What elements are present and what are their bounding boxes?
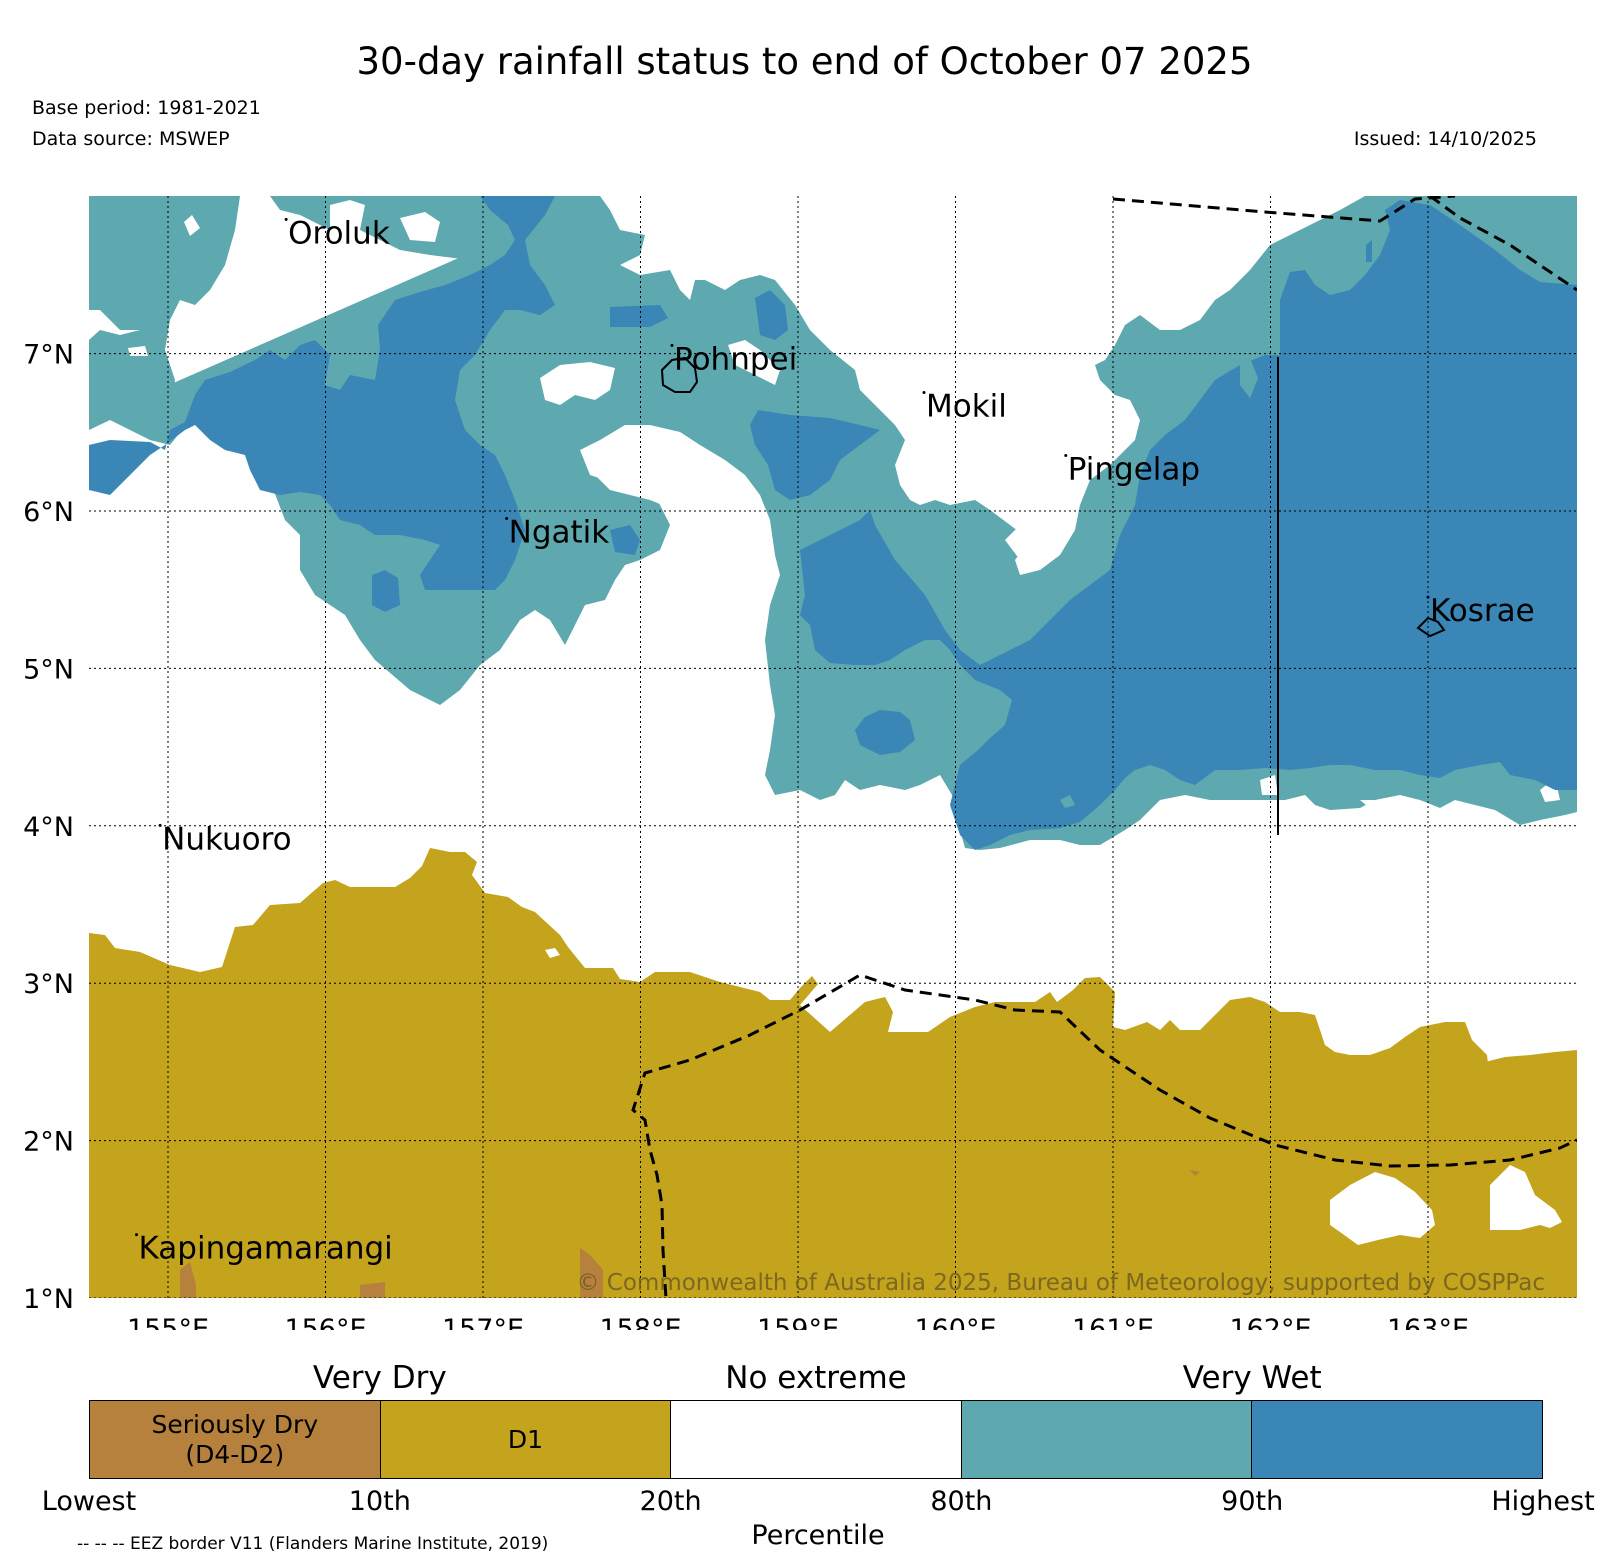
highest-wet-region (610, 305, 668, 327)
island-marker (922, 391, 926, 395)
very-wet-region (89, 330, 175, 440)
lon-tick-label: 156°E (284, 1314, 366, 1330)
island-label: Mokil (926, 389, 1007, 425)
island-label: Kapingamarangi (139, 1231, 393, 1267)
no-extreme-patch (330, 200, 365, 238)
legend-swatch (1252, 1401, 1542, 1478)
lon-tick-label: 160°E (914, 1314, 996, 1330)
lon-tick-label: 155°E (127, 1314, 209, 1330)
island-marker (505, 516, 509, 520)
no-extreme-patch (545, 948, 560, 958)
lat-tick-label: 4°N (23, 812, 74, 843)
no-extreme-patch (1005, 500, 1060, 560)
d1-dry-region (89, 848, 1577, 1298)
very-wet-region (1060, 795, 1075, 808)
lon-tick-label: 157°E (442, 1314, 524, 1330)
map-title: 30-day rainfall status to end of October… (356, 40, 1253, 83)
rainfall-map: Oroluk Pohnpei Mokil Pingelap Ngatik Kosrae Nu… (23, 196, 1577, 1330)
no-extreme-patch (1330, 1172, 1435, 1245)
lat-tick-label: 3°N (23, 969, 74, 1000)
no-extreme-patch (1260, 775, 1278, 795)
island-label: Oroluk (288, 215, 390, 251)
map-grid (89, 196, 1577, 1298)
eez-border-note: -- -- -- EEZ border V11 (Flanders Marine… (77, 1534, 549, 1554)
issued-date: Issued: 14/10/2025 (1353, 128, 1537, 150)
highest-wet-region (610, 525, 640, 555)
no-extreme-patch (184, 215, 200, 236)
legend-percentile-label: Highest (1491, 1486, 1595, 1517)
lon-tick-label: 162°E (1229, 1314, 1311, 1330)
highest-wet-region (800, 200, 1577, 850)
percentile-axis-title: Percentile (751, 1520, 885, 1551)
seriously-dry-patch (580, 1248, 603, 1298)
map-plot-area: Oroluk Pohnpei Mokil Pingelap Ngatik Kosrae Nu… (89, 196, 1577, 1298)
highest-wet-region (755, 290, 788, 340)
highest-wet-region (855, 710, 915, 755)
data-source: Data source: MSWEP (32, 128, 230, 150)
lon-tick-label: 163°E (1387, 1314, 1469, 1330)
legend-swatch (961, 1401, 1253, 1478)
very-wet-region (1240, 358, 1258, 398)
kosrae-outline (1416, 616, 1446, 638)
highest-wet-region (89, 196, 555, 590)
legend-color-bar: Seriously Dry (D4-D2) D1 (89, 1400, 1543, 1479)
lat-tick-label: 2°N (23, 1127, 74, 1158)
island-marker (135, 1233, 138, 1237)
base-period: Base period: 1981-2021 (32, 97, 261, 119)
legend-swatch: Seriously Dry (D4-D2) (90, 1401, 381, 1478)
island-labels: Oroluk Pohnpei Mokil Pingelap Ngatik Kosrae Nu… (139, 215, 1535, 1266)
legend-swatch (671, 1401, 962, 1478)
legend-percentile-label: 80th (930, 1486, 993, 1517)
lat-tick-label: 5°N (23, 654, 74, 685)
legend-category-header: No extreme (725, 1360, 907, 1396)
legend-percentile-label: 10th (348, 1486, 411, 1517)
highest-wet-region (372, 570, 400, 612)
no-extreme-patch (128, 346, 148, 356)
island-label: Pingelap (1068, 452, 1200, 488)
seriously-dry-patch (180, 1262, 196, 1298)
seriously-dry-patch (360, 1282, 385, 1298)
lat-tick-label: 7°N (23, 340, 74, 371)
no-extreme-patch (540, 362, 615, 405)
island-marker (670, 343, 674, 347)
very-wet-region (100, 236, 150, 278)
legend-category-header: Very Dry (312, 1360, 447, 1396)
island-label: Kosrae (1430, 593, 1535, 629)
highest-wet-region (1366, 240, 1372, 262)
no-extreme-patch (588, 445, 740, 520)
no-extreme-patch (1360, 800, 1375, 810)
legend-category-header: Very Wet (1182, 1360, 1322, 1396)
island-markers (135, 217, 1430, 1237)
legend-percentile-label: 20th (639, 1486, 702, 1517)
island-marker (158, 823, 162, 827)
lon-tick-label: 158°E (599, 1314, 681, 1330)
lat-tick-label: 1°N (23, 1284, 74, 1315)
island-marker (1426, 595, 1430, 599)
no-extreme-patch (1490, 1165, 1562, 1230)
island-marker (1064, 454, 1068, 458)
island-label: Pohnpei (674, 341, 797, 377)
no-extreme-patch (728, 340, 780, 385)
island-label: Ngatik (509, 514, 610, 550)
seriously-dry-patch (1190, 1170, 1200, 1176)
no-extreme-patch (400, 212, 440, 242)
eez-border (631, 196, 1577, 1298)
legend-percentile-label: 90th (1221, 1486, 1284, 1517)
lon-tick-label: 159°E (757, 1314, 839, 1330)
lon-tick-label: 161°E (1072, 1314, 1154, 1330)
island-label: Nukuoro (162, 821, 291, 857)
lat-tick-label: 6°N (23, 497, 74, 528)
pohnpei-outline (660, 356, 699, 393)
axis-tick-labels: 155°E 156°E 157°E 158°E 159°E 160°E 161°E 162°E… (23, 340, 1469, 1330)
legend-percentile-label: Lowest (41, 1486, 137, 1517)
legend-swatch: D1 (380, 1401, 672, 1478)
copyright-notice: © Commonwealth of Australia 2025, Bureau… (576, 1270, 1545, 1296)
island-marker (284, 217, 288, 221)
highest-wet-region (750, 410, 880, 500)
